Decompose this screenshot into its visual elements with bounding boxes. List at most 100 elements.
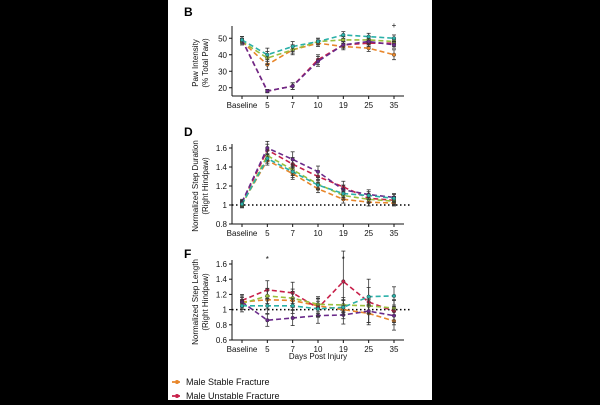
data-point [315, 59, 320, 64]
data-point [265, 145, 270, 150]
y-tick-label: 0.8 [216, 321, 228, 330]
y-tick-label: 50 [218, 34, 227, 43]
series-female-unstable-fracture [239, 140, 396, 206]
series-sham [239, 31, 396, 62]
y-tick-label: 1 [223, 306, 228, 315]
data-point [265, 156, 270, 161]
legend-swatch-dot [175, 380, 179, 384]
panel-label: F [184, 247, 191, 261]
data-point [315, 39, 320, 44]
data-point [366, 294, 371, 299]
y-axis-title-line2: (Right Hindpaw) [201, 157, 210, 215]
data-point [265, 318, 270, 323]
x-tick-label: 19 [339, 101, 348, 110]
data-point [290, 169, 295, 174]
y-tick-label: 1.2 [216, 290, 228, 299]
data-point [290, 84, 295, 89]
series-sham [239, 286, 396, 317]
data-point [265, 293, 270, 298]
chart-panel-B: B Paw Intensity (% Total Paw) 20 30 40 50 Basel… [184, 5, 404, 110]
panel-label: D [184, 125, 193, 139]
y-tick-label: 1.2 [216, 182, 228, 191]
x-tick-label: 7 [290, 101, 295, 110]
data-point [391, 196, 396, 201]
data-point [265, 89, 270, 94]
legend-item: Male Stable Fracture [172, 377, 270, 387]
y-axis-title-line2: (Right Hindpaw) [201, 273, 210, 331]
y-tick-label: 30 [218, 67, 227, 76]
y-axis-title-line1: Normalized Step Length [191, 259, 200, 345]
data-point [391, 36, 396, 41]
x-tick-label: 19 [339, 345, 348, 354]
legend-label: Male Unstable Fracture [186, 391, 280, 400]
data-point [391, 42, 396, 47]
data-point [341, 305, 346, 310]
x-axis-title: Days Post Injury [289, 352, 347, 361]
x-tick-label: 25 [364, 229, 373, 238]
legend: Male Stable Fracture Male Unstable Fractu… [172, 377, 280, 401]
series-sham [239, 153, 396, 208]
data-point [366, 34, 371, 39]
data-point [290, 315, 295, 320]
data-point [290, 303, 295, 308]
x-tick-label: 5 [265, 101, 270, 110]
y-tick-label: 0.8 [216, 220, 228, 229]
panels-group: B Paw Intensity (% Total Paw) 20 30 40 50 Basel… [184, 5, 410, 354]
y-tick-label: 0.6 [216, 336, 228, 345]
data-point [391, 293, 396, 298]
x-tick-label: 25 [364, 101, 373, 110]
data-point [341, 279, 346, 284]
x-tick-label: 35 [390, 345, 399, 354]
x-tick-label: 35 [390, 229, 399, 238]
data-point [315, 306, 320, 311]
data-point [315, 183, 320, 188]
panel-label: B [184, 5, 193, 19]
data-point [239, 37, 244, 42]
x-tick-label: 10 [314, 229, 323, 238]
legend-item: Male Unstable Fracture [172, 391, 280, 401]
x-tick-label: 5 [265, 229, 270, 238]
data-point [391, 313, 396, 318]
x-tick-label: 7 [290, 229, 295, 238]
significance-marker: * [266, 255, 269, 264]
y-tick-label: 1.6 [216, 144, 228, 153]
data-point [290, 157, 295, 162]
data-point [315, 169, 320, 174]
y-tick-label: 1.4 [216, 163, 228, 172]
y-tick-label: 1.4 [216, 275, 228, 284]
x-tick-label: 10 [314, 101, 323, 110]
data-point [341, 32, 346, 37]
x-tick-label: 25 [364, 345, 373, 354]
data-point [290, 44, 295, 49]
figure-panel: B Paw Intensity (% Total Paw) 20 30 40 50 Basel… [168, 0, 432, 401]
data-point [366, 193, 371, 198]
y-tick-label: 1.6 [216, 260, 228, 269]
data-point [265, 303, 270, 308]
x-tick-label: 10 [314, 345, 323, 354]
y-tick-label: 40 [218, 51, 227, 60]
data-point [391, 52, 396, 57]
legend-swatch-dot [175, 394, 179, 398]
data-point [239, 202, 244, 207]
y-axis-title-line1: Paw Intensity [191, 39, 200, 87]
data-point [265, 52, 270, 57]
y-tick-label: 1 [223, 201, 228, 210]
significance-marker: * [342, 255, 345, 264]
x-tick-label: Baseline [227, 229, 258, 238]
y-axis-title-line2: (% Total Paw) [201, 38, 210, 88]
x-tick-label: 19 [339, 229, 348, 238]
data-point [341, 191, 346, 196]
significance-marker: + [392, 21, 397, 30]
y-axis-title-line1: Normalized Step Duration [191, 140, 200, 232]
x-tick-label: Baseline [227, 101, 258, 110]
figure-svg: B Paw Intensity (% Total Paw) 20 30 40 50 Basel… [172, 5, 410, 401]
x-tick-label: 35 [390, 101, 399, 110]
y-tick-label: 20 [218, 84, 227, 93]
data-point [366, 309, 371, 314]
data-point [239, 303, 244, 308]
x-tick-label: 5 [265, 345, 270, 354]
legend-label: Male Stable Fracture [186, 377, 270, 387]
data-point [341, 42, 346, 47]
